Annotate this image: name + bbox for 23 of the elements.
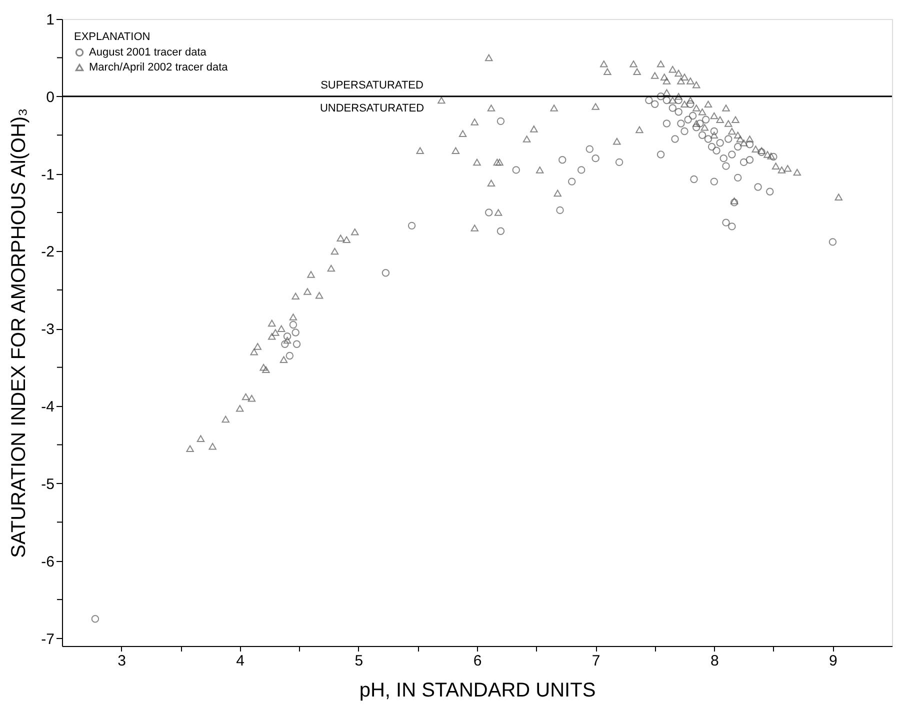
annotation: SUPERSATURATED bbox=[320, 79, 424, 92]
y-tick-label: 0 bbox=[46, 88, 54, 106]
x-tick-label: 7 bbox=[592, 652, 600, 670]
x-tick-label: 6 bbox=[473, 652, 482, 670]
x-tick-label: 5 bbox=[354, 652, 364, 670]
x-tick-label: 3 bbox=[118, 652, 126, 670]
legend-label: August 2001 tracer data bbox=[89, 46, 208, 58]
x-tick-label: 4 bbox=[236, 652, 245, 670]
y-tick-label: -1 bbox=[41, 166, 54, 184]
x-axis-title: pH, IN STANDARD UNITS bbox=[359, 680, 596, 702]
y-tick-label: -5 bbox=[41, 476, 54, 493]
y-tick-label: -6 bbox=[41, 553, 54, 570]
legend-title: EXPLANATION bbox=[74, 31, 150, 43]
y-tick-label: -3 bbox=[41, 321, 54, 338]
x-tick-label: 8 bbox=[710, 652, 719, 670]
y-tick-label: -2 bbox=[41, 244, 54, 261]
y-tick-label: 1 bbox=[46, 12, 54, 28]
x-tick-label: 9 bbox=[829, 652, 838, 670]
y-tick-label: -4 bbox=[41, 398, 54, 416]
legend-label: March/April 2002 tracer data bbox=[89, 62, 229, 74]
y-tick-label: -7 bbox=[41, 630, 54, 648]
y-axis-title: SATURATION INDEX FOR AMORPHOUS Al(OH)₃ bbox=[8, 108, 30, 558]
annotation: UNDERSATURATED bbox=[320, 102, 424, 114]
